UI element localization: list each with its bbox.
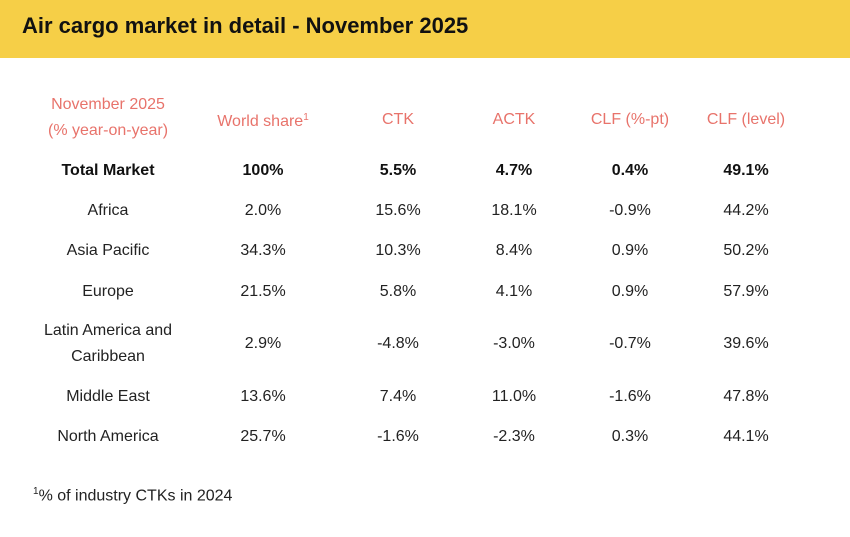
cell-value: 10.3% — [375, 242, 421, 259]
corner-header-line: (% year-on-year) — [47, 122, 169, 139]
cell-value: 44.1% — [723, 428, 769, 445]
header-bar: Air cargo market in detail - November 20… — [0, 0, 850, 58]
column-header-text: CTK — [382, 111, 414, 128]
cell-value: -0.7% — [609, 335, 651, 352]
column-header-text: ACTK — [492, 111, 536, 128]
cell-value: 8.4% — [495, 242, 533, 259]
cell-value: 34.3% — [240, 242, 286, 259]
cell-value: 5.8% — [379, 283, 417, 300]
corner-header: November 2025 (% year-on-year) — [23, 92, 193, 144]
cell-value: 100% — [242, 162, 284, 179]
cell-value: 25.7% — [240, 428, 286, 445]
cell-value: -1.6% — [609, 388, 651, 405]
row-label: Middle East — [66, 388, 150, 405]
corner-header-line: November 2025 — [51, 96, 165, 113]
column-header: CLF (level) — [686, 107, 806, 133]
column-header: ACTK — [454, 107, 574, 133]
row-label: Africa — [87, 202, 129, 219]
row-label: Latin America and Caribbean — [43, 322, 173, 365]
cell-value: -3.0% — [493, 335, 535, 352]
row-label: Europe — [82, 283, 134, 300]
column-header: World share1 — [203, 105, 323, 135]
column-header-text: CLF (level) — [706, 111, 786, 128]
cell-value: 39.6% — [723, 335, 769, 352]
column-header-text: World share — [217, 113, 304, 131]
cell-value: -4.8% — [377, 335, 419, 352]
cell-value: 0.9% — [611, 283, 649, 300]
cell-value: 2.0% — [244, 202, 282, 219]
cell-value: 21.5% — [240, 283, 286, 300]
cell-value: 50.2% — [723, 242, 769, 259]
column-header-text: CLF (%-pt) — [590, 111, 670, 128]
row-label: North America — [57, 428, 159, 445]
cell-value: 0.4% — [611, 162, 649, 179]
column-header: CTK — [338, 107, 458, 133]
cell-value: 0.3% — [611, 428, 649, 445]
cell-value: 18.1% — [491, 202, 537, 219]
cell-value: 7.4% — [379, 388, 417, 405]
cell-value: 47.8% — [723, 388, 769, 405]
cell-value: 5.5% — [379, 162, 417, 179]
cell-value: -1.6% — [377, 428, 419, 445]
cell-value: 11.0% — [491, 388, 537, 405]
cell-value: 57.9% — [723, 283, 769, 300]
cell-value: 4.7% — [495, 162, 533, 179]
cell-value: 0.9% — [611, 242, 649, 259]
cell-value: 15.6% — [375, 202, 421, 219]
cell-value: 2.9% — [244, 335, 282, 352]
cell-value: -2.3% — [493, 428, 535, 445]
row-label: Asia Pacific — [66, 242, 150, 259]
cell-value: 44.2% — [723, 202, 769, 219]
row-label: Total Market — [61, 162, 155, 179]
column-header-note: 1 — [303, 111, 309, 123]
cell-value: 49.1% — [723, 162, 769, 179]
footnote-mark: 1 — [33, 486, 39, 497]
cell-value: -0.9% — [609, 202, 651, 219]
footnote-text: % of industry CTKs in 2024 — [38, 487, 233, 505]
title: Air cargo market in detail - November 20… — [22, 13, 469, 38]
cell-value: 4.1% — [495, 283, 533, 300]
footnote: 1% of industry CTKs in 2024 — [33, 486, 232, 505]
column-header: CLF (%-pt) — [570, 107, 690, 133]
cell-value: 13.6% — [240, 388, 286, 405]
